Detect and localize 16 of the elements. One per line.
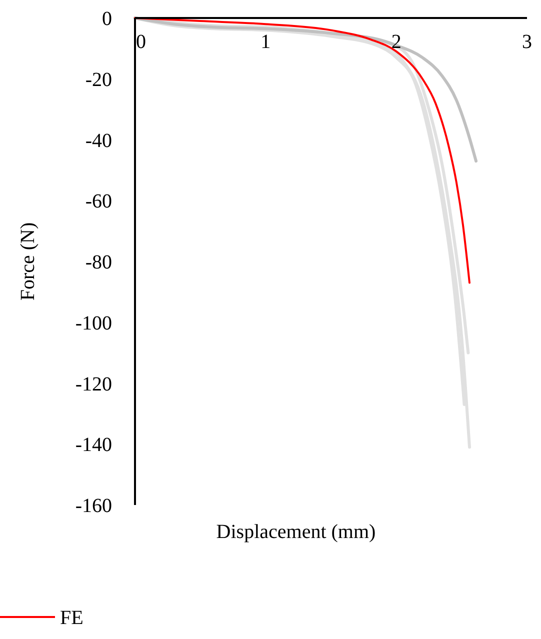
y-tick-label: -20 [85, 68, 112, 91]
y-axis-title: Force (N) [17, 222, 39, 301]
y-tick-label: -160 [75, 495, 112, 517]
x-tick-label: 2 [391, 31, 402, 53]
y-tick-label: -80 [85, 252, 112, 274]
y-tick-label: -140 [75, 434, 112, 456]
x-tick-label: 1 [260, 31, 271, 53]
x-tick-label: 0 [136, 31, 146, 53]
y-tick-label: 0 [102, 8, 112, 30]
x-tick-label: 3 [522, 31, 532, 53]
y-tick-label: -60 [85, 190, 112, 213]
y-tick-label: -100 [75, 312, 112, 334]
y-tick-label: -40 [85, 130, 112, 152]
x-axis-title: Displacement (mm) [216, 521, 376, 543]
y-tick-label: -120 [75, 373, 112, 396]
legend-label: FE [60, 607, 84, 629]
